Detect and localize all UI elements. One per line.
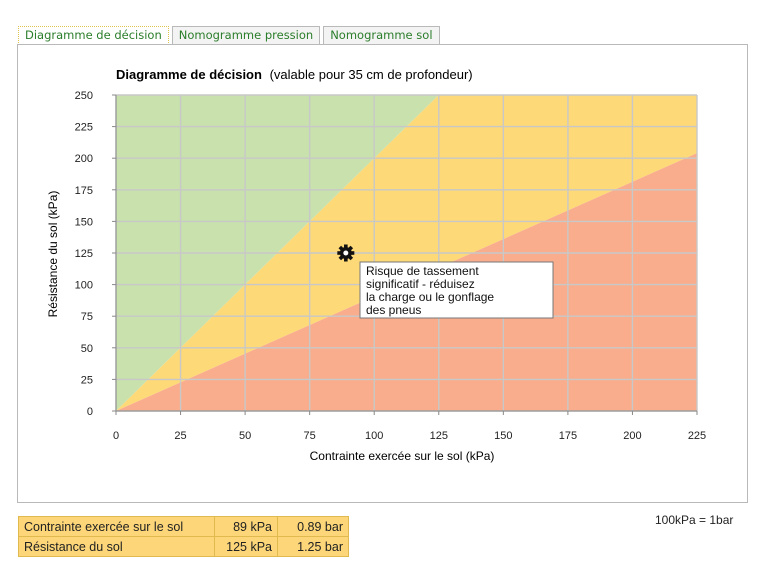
tab-bar: Diagramme de décision Nomogramme pressio…: [18, 26, 440, 47]
table-row: Résistance du sol 125 kPa 1.25 bar: [18, 536, 349, 557]
tab-pressure-nomogram[interactable]: Nomogramme pression: [171, 26, 321, 44]
row-label: Contrainte exercée sur le sol: [18, 516, 215, 537]
unit-note: 100kPa = 1bar: [655, 513, 734, 527]
table-row: Contrainte exercée sur le sol 89 kPa 0.8…: [18, 516, 349, 537]
row-label: Résistance du sol: [18, 536, 215, 557]
row-bar-value: 1.25 bar: [277, 536, 349, 557]
row-kpa-value: 125 kPa: [214, 536, 278, 557]
row-kpa-value: 89 kPa: [214, 516, 278, 537]
summary-table: Contrainte exercée sur le sol 89 kPa 0.8…: [18, 516, 349, 557]
row-bar-value: 0.89 bar: [277, 516, 349, 537]
tab-soil-nomogram[interactable]: Nomogramme sol: [323, 26, 440, 44]
chart-panel: [17, 44, 748, 503]
